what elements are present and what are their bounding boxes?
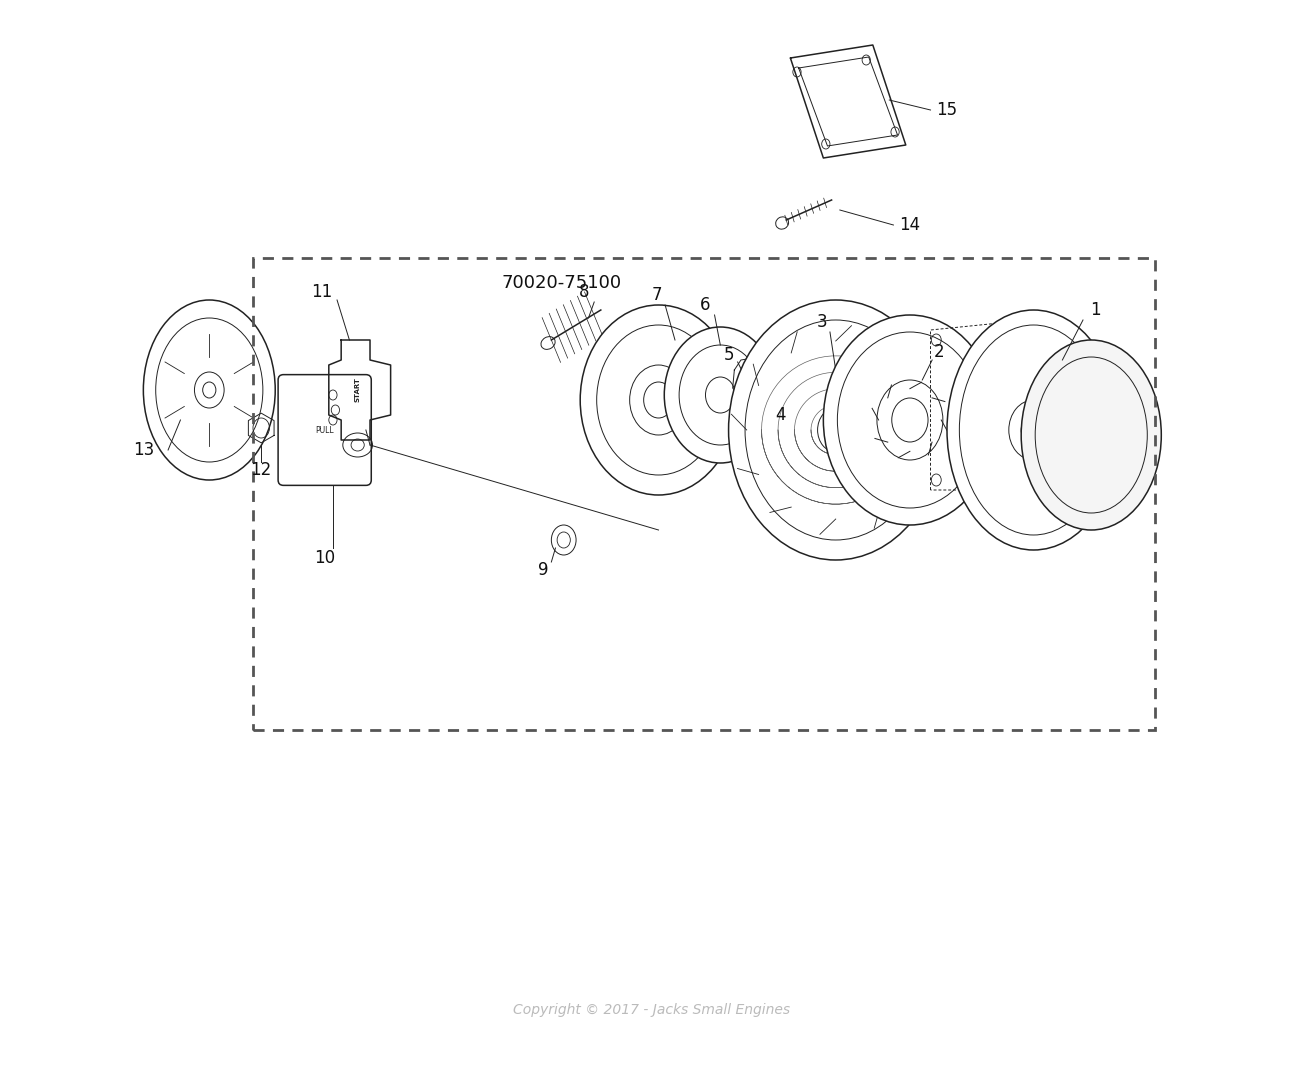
Text: Copyright © 2017 - Jacks Small Engines: Copyright © 2017 - Jacks Small Engines xyxy=(513,1003,790,1017)
Text: 4: 4 xyxy=(775,406,786,424)
Ellipse shape xyxy=(947,310,1121,550)
Ellipse shape xyxy=(665,326,777,463)
Text: 15: 15 xyxy=(937,101,958,119)
Text: 7: 7 xyxy=(652,286,662,304)
Text: 11: 11 xyxy=(311,284,332,301)
Text: START: START xyxy=(354,378,361,403)
Text: 14: 14 xyxy=(899,216,920,234)
Ellipse shape xyxy=(1022,340,1161,529)
Text: PULL: PULL xyxy=(315,425,334,435)
Text: 9: 9 xyxy=(538,561,549,579)
Text: 6: 6 xyxy=(700,296,710,314)
Ellipse shape xyxy=(823,315,997,525)
Text: 70020-75100: 70020-75100 xyxy=(502,274,622,292)
Ellipse shape xyxy=(580,305,736,495)
Text: 12: 12 xyxy=(250,461,272,479)
Text: 10: 10 xyxy=(314,549,335,567)
Text: 5: 5 xyxy=(724,346,735,364)
Text: 3: 3 xyxy=(817,313,827,331)
Text: 13: 13 xyxy=(133,441,154,459)
Text: 1: 1 xyxy=(1091,301,1101,319)
Ellipse shape xyxy=(728,300,943,560)
Text: 8: 8 xyxy=(579,284,589,301)
Text: 2: 2 xyxy=(933,343,945,361)
